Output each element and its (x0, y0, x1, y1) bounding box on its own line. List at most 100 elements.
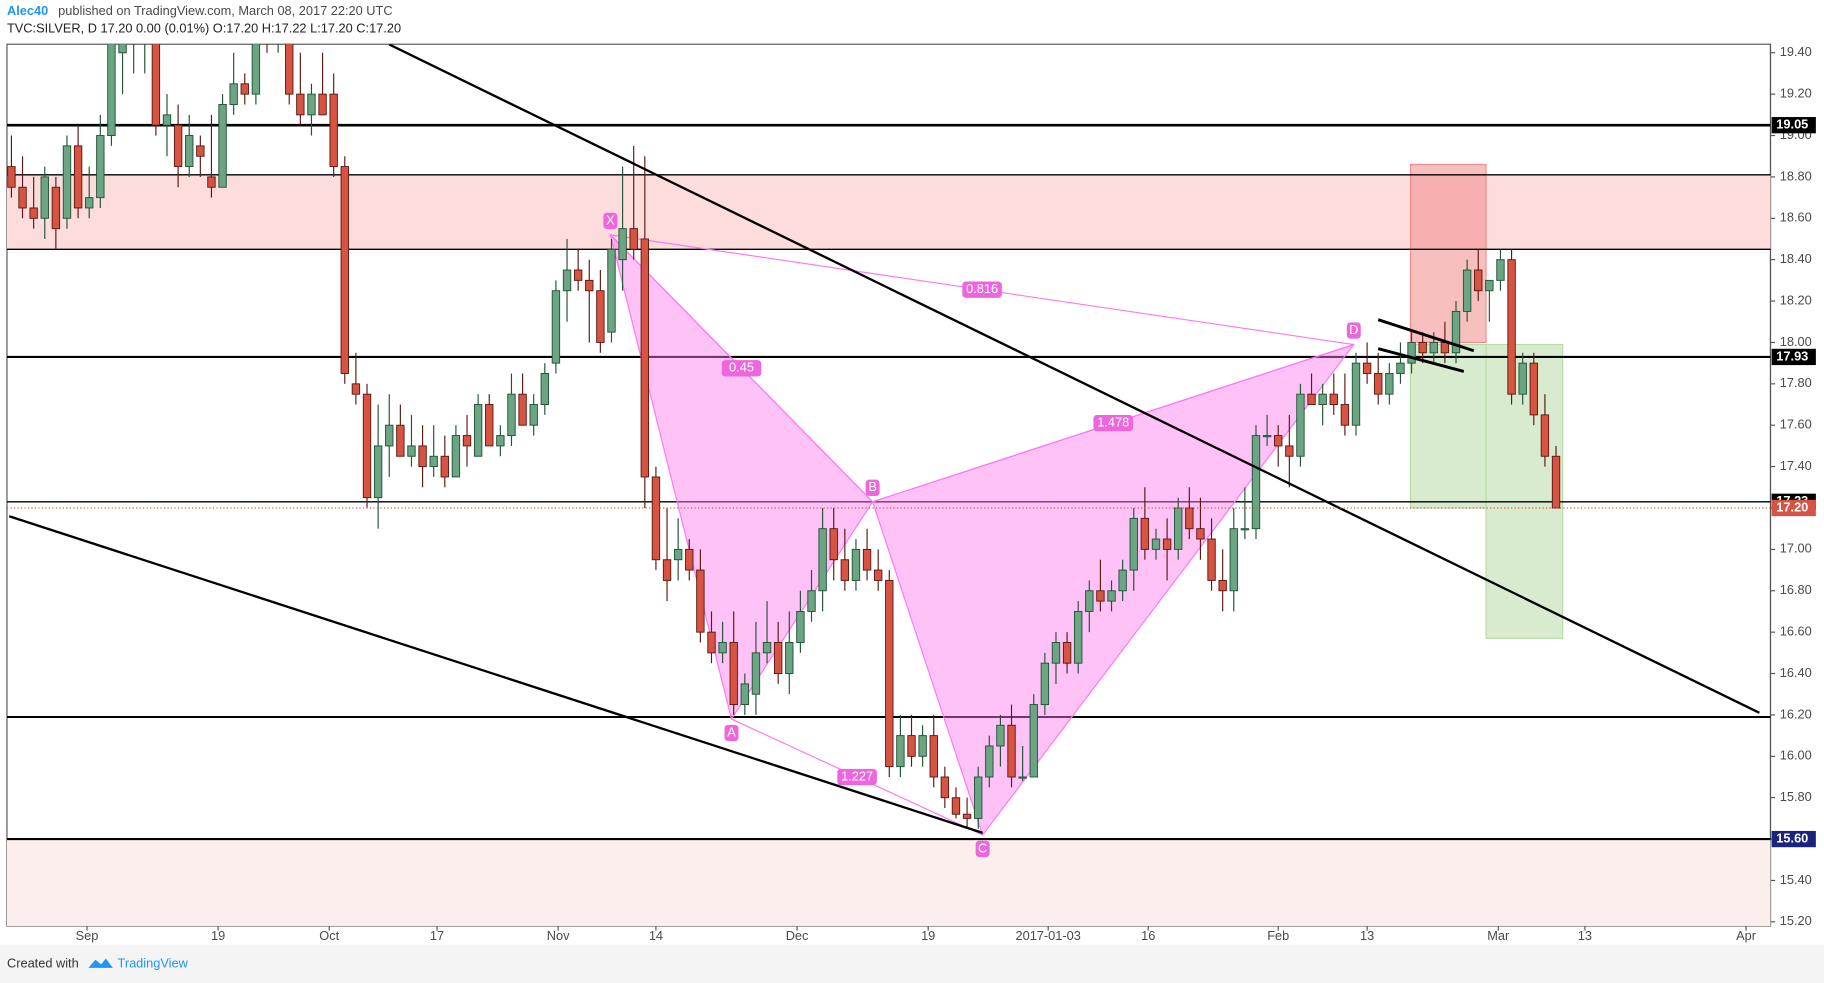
candle-body (318, 93, 327, 116)
candle-body (618, 228, 627, 261)
candle-body (496, 435, 505, 447)
candle-body (118, 44, 127, 54)
candle-body (696, 569, 705, 633)
price-badge-label: 17.20 (1776, 499, 1808, 514)
candle-body (218, 104, 227, 188)
candle-body (1362, 362, 1372, 374)
candle-body (329, 93, 338, 168)
author[interactable]: Alec40 (7, 3, 48, 18)
position-box (1409, 163, 1487, 344)
candle-body (1129, 517, 1138, 571)
candle-body (751, 652, 761, 695)
candle-body (40, 176, 49, 219)
candle-body (807, 590, 816, 612)
candle-body (1162, 538, 1172, 550)
candle-body (1096, 590, 1105, 602)
x-tick-label: 13 (1578, 928, 1592, 943)
candle-body (985, 745, 994, 778)
y-tick-label: 15.80 (1780, 789, 1812, 804)
footer-bar (0, 944, 1824, 983)
candle-body (396, 424, 405, 457)
y-tick-label: 17.60 (1780, 417, 1812, 432)
candle-body (1318, 393, 1327, 405)
candle-body (440, 455, 449, 478)
footer-brand[interactable]: TradingView (117, 956, 188, 971)
price-badge-label: 17.93 (1776, 348, 1808, 363)
candle-body (773, 642, 783, 674)
candle-body (607, 248, 616, 333)
candle-body (1229, 528, 1238, 592)
candle-body (729, 642, 738, 706)
candle-body (85, 197, 94, 209)
candle-body (240, 83, 249, 95)
candle-body (7, 166, 16, 188)
price-badge (1771, 348, 1816, 366)
candle-body (1396, 362, 1405, 374)
candle-body (540, 373, 549, 405)
candle-body (96, 135, 105, 199)
price-badge (1771, 117, 1816, 134)
candle-body (73, 145, 83, 209)
candle-body (1051, 642, 1061, 664)
candle-body (1418, 341, 1427, 354)
candle-body (662, 559, 672, 581)
candle-body (1407, 341, 1416, 364)
candle-body (740, 683, 750, 706)
x-tick-label: Dec (786, 928, 809, 943)
x-tick-label: 19 (211, 928, 225, 943)
candle-body (362, 393, 372, 499)
candle-body (462, 435, 472, 447)
candle-body (296, 93, 305, 116)
candle-body (51, 186, 61, 230)
trend-line (1377, 347, 1465, 373)
zone (6, 839, 1771, 926)
candle-body (1140, 517, 1150, 550)
candle-body (885, 579, 894, 768)
position-box (1409, 343, 1487, 509)
candle-body (1240, 528, 1250, 531)
candle-body (1285, 445, 1294, 457)
x-tick-label: Apr (1736, 928, 1757, 943)
y-tick-label: 16.00 (1780, 748, 1812, 763)
trend-line (388, 44, 1760, 714)
x-tick-label: Mar (1487, 928, 1510, 943)
candle-body (1218, 579, 1227, 592)
x-tick-label: Nov (547, 928, 570, 943)
candle-body (1429, 341, 1438, 354)
candle-body (373, 445, 383, 499)
candle-body (251, 44, 261, 95)
candle-body (629, 228, 638, 250)
point-label: X (606, 212, 615, 227)
candle-body (385, 424, 394, 447)
candle-body (818, 528, 827, 592)
candle-body (1551, 455, 1561, 509)
y-tick-label: 16.80 (1780, 582, 1812, 597)
y-tick-label: 15.40 (1780, 872, 1812, 887)
x-tick-label: 13 (1360, 928, 1374, 943)
candle-body (229, 83, 238, 105)
candle-body (562, 269, 572, 292)
candle-body (585, 279, 594, 292)
y-tick-label: 18.80 (1780, 168, 1812, 183)
candle-body (962, 813, 972, 819)
y-tick-label: 18.00 (1780, 334, 1812, 349)
y-tick-label: 18.60 (1780, 210, 1812, 225)
symbol-line: TVC:SILVER, D 17.20 0.00 (0.01%) O:17.20… (7, 20, 401, 35)
candle-body (1196, 528, 1205, 540)
point-badge (975, 840, 990, 858)
candle-body (1529, 362, 1538, 416)
y-tick-label: 16.60 (1780, 624, 1812, 639)
candle-body (707, 631, 716, 654)
candle-body (418, 445, 427, 468)
trend-line (8, 515, 983, 834)
candle-body (796, 610, 805, 643)
candle-body (596, 290, 605, 343)
candle-body (1007, 724, 1016, 778)
candle-body (107, 44, 116, 136)
candle-body (673, 548, 683, 561)
ratio-label: 1.478 (1097, 415, 1129, 430)
candle-body (862, 548, 872, 571)
point-label: A (727, 724, 736, 739)
candle-body (185, 135, 194, 168)
